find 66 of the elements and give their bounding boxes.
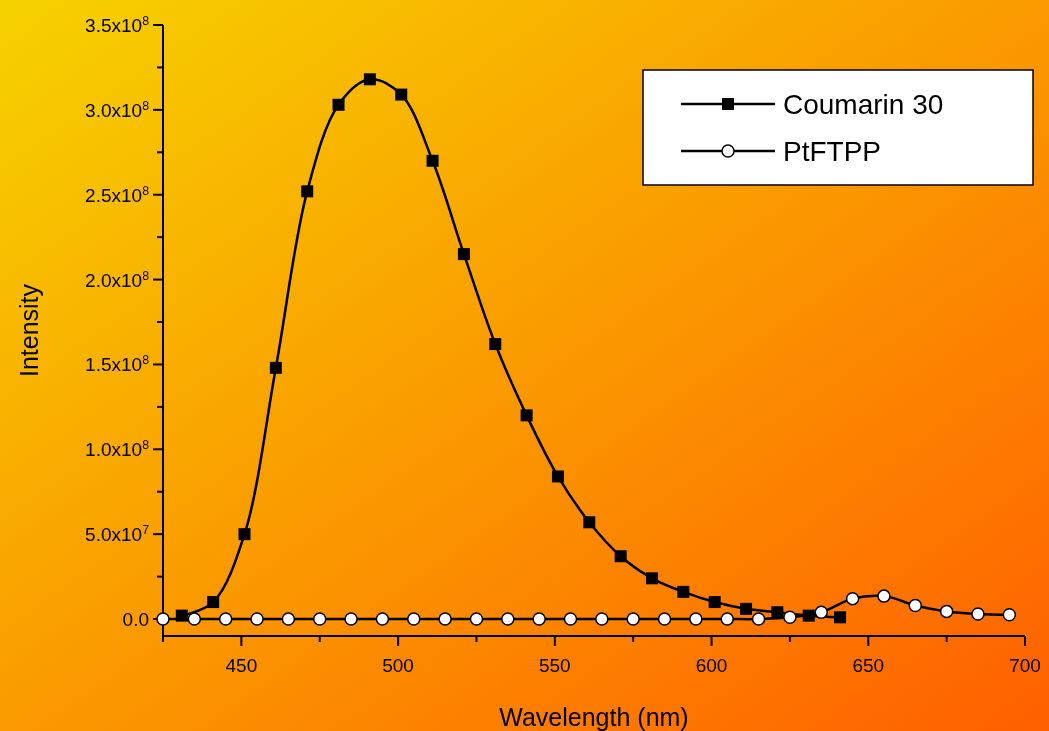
point (332, 98, 345, 111)
point (1002, 608, 1017, 622)
point (783, 610, 797, 625)
x-tick-label: 450 (225, 655, 258, 676)
legend-label: PtFTPP (783, 136, 882, 167)
point (708, 596, 721, 609)
point (187, 612, 202, 626)
point (551, 470, 564, 483)
point (238, 528, 251, 541)
y-axis-title: Intensity (15, 283, 43, 378)
x-tick-label: 500 (382, 655, 414, 676)
point (626, 612, 640, 626)
point (563, 612, 578, 626)
point (375, 612, 390, 626)
point (645, 572, 658, 585)
point (971, 607, 985, 621)
x-axis-title: Wavelength (nm) (499, 703, 689, 731)
point (489, 338, 502, 351)
point (426, 154, 439, 167)
x-tick-label: 550 (538, 655, 571, 676)
point (771, 606, 784, 619)
y-tick-label: 2.5x10$^{8}$ (85, 183, 150, 206)
point (457, 248, 470, 261)
point (614, 550, 627, 563)
point (845, 591, 860, 606)
legend-label: Coumarin 30 (783, 89, 944, 120)
point (269, 361, 282, 374)
y-tick-label: 3.0x10$^{8}$ (85, 98, 150, 121)
point (218, 612, 233, 626)
point (501, 612, 515, 626)
x-tick-label: 700 (1009, 655, 1041, 676)
point (281, 612, 296, 626)
point (877, 589, 891, 603)
point (156, 612, 170, 626)
point (469, 612, 484, 626)
point (939, 604, 954, 619)
point (407, 612, 421, 626)
point (520, 409, 533, 422)
point (740, 602, 753, 615)
point (301, 185, 314, 198)
point (689, 612, 703, 626)
point (657, 612, 672, 626)
point (532, 612, 546, 626)
y-tick-label: 1.5x10$^{8}$ (85, 353, 150, 376)
point (908, 598, 923, 613)
y-tick-label: 1.0x10$^{8}$ (85, 438, 150, 461)
y-tick-label: 2.0x10$^{8}$ (85, 268, 150, 291)
point (595, 612, 609, 626)
point (751, 612, 766, 626)
point (677, 585, 690, 598)
point (834, 611, 847, 624)
point (207, 596, 220, 609)
y-tick-label: 5.0x10$^{7}$ (85, 523, 150, 546)
point (363, 73, 376, 86)
point (312, 612, 327, 626)
point (720, 612, 734, 626)
y-tick-label: 3.5x10$^{8}$ (85, 14, 150, 36)
point (344, 612, 358, 626)
point (583, 516, 596, 529)
point (438, 612, 452, 626)
point (814, 605, 829, 619)
point (395, 88, 408, 101)
x-tick-label: 650 (852, 655, 885, 676)
y-tick-label: 0.0 (122, 609, 149, 631)
x-tick-label: 600 (695, 655, 728, 676)
point (250, 612, 264, 626)
